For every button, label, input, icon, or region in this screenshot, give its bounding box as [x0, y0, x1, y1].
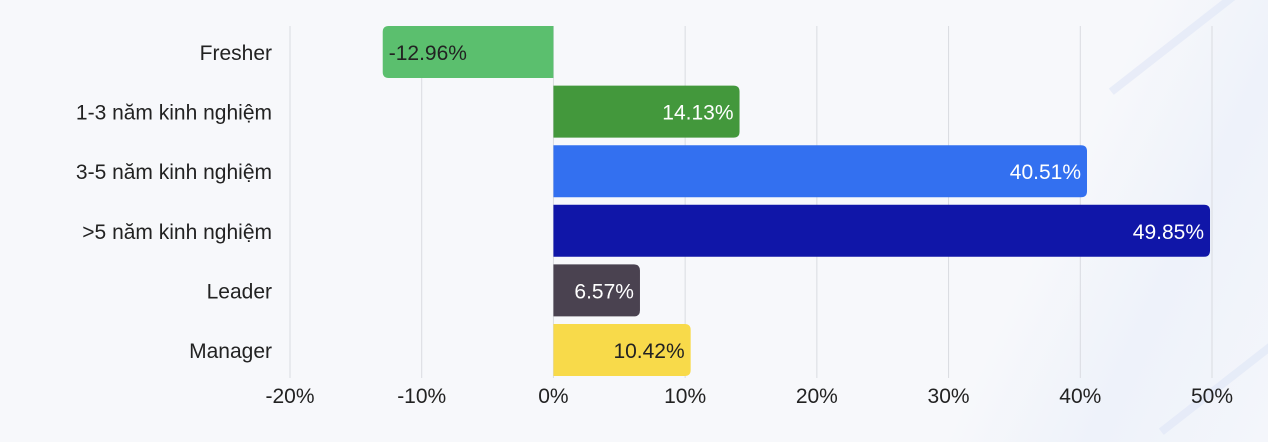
bar: [382, 26, 554, 78]
x-tick-label: 20%: [796, 385, 838, 408]
grid: [289, 26, 1213, 378]
data-label: 49.85%: [1133, 221, 1204, 244]
category-label: Manager: [189, 340, 272, 363]
x-tick-label: -20%: [265, 385, 314, 408]
category-label: Fresher: [200, 42, 272, 65]
bar: [553, 204, 1211, 257]
bar: [553, 145, 1088, 198]
x-tick-label: -10%: [397, 385, 446, 408]
data-label: 6.57%: [574, 280, 634, 303]
x-tick-label: 50%: [1191, 385, 1233, 408]
x-tick-label: 40%: [1059, 385, 1101, 408]
bar: [553, 264, 640, 317]
category-label: 3-5 năm kinh nghiệm: [76, 161, 272, 184]
bar: [553, 85, 740, 138]
bar: [553, 324, 691, 376]
x-tick-label: 30%: [928, 385, 970, 408]
category-label: 1-3 năm kinh nghiệm: [76, 102, 272, 125]
category-label: >5 năm kinh nghiệm: [82, 221, 272, 244]
category-label: Leader: [207, 280, 272, 303]
x-tick-label: 10%: [664, 385, 706, 408]
data-label: -12.96%: [389, 42, 467, 65]
bars: -12.96% 14.13% 40.51% 49.85% 6.57% 10.42%: [382, 26, 1211, 376]
data-label: 14.13%: [662, 102, 733, 125]
x-axis-ticks: -20% -10% 0% 10% 20% 30% 40% 50%: [265, 385, 1233, 408]
data-label: 40.51%: [1010, 161, 1081, 184]
x-tick-label: 0%: [538, 385, 568, 408]
category-labels: Fresher 1-3 năm kinh nghiệm 3-5 năm kinh n…: [76, 42, 272, 363]
data-label: 10.42%: [613, 340, 684, 363]
